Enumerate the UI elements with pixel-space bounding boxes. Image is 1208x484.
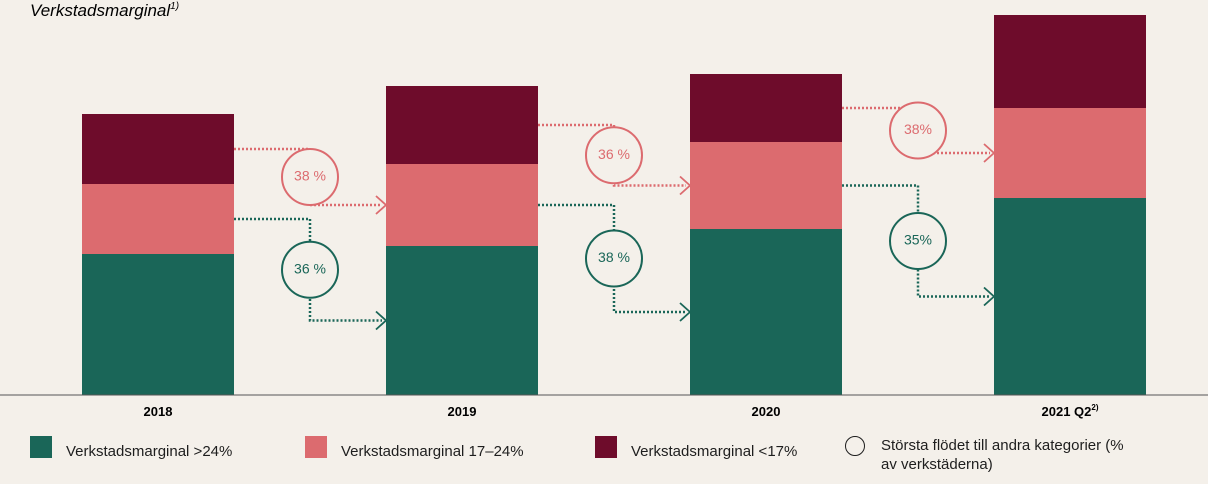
legend-label: Verkstadsmarginal >24% (66, 443, 233, 460)
bar-segment (690, 74, 842, 142)
legend-item: Verkstadsmarginal <17% (595, 436, 797, 461)
legend-label: Verkstadsmarginal <17% (631, 443, 798, 460)
bar-segment (82, 114, 234, 184)
flow-arrow (983, 286, 996, 307)
flow-circle (281, 148, 339, 206)
flow-circle (889, 101, 947, 160)
legend-item: Verkstadsmarginal 17–24% (305, 436, 524, 461)
flow-line (538, 123, 686, 187)
bar-segment (690, 142, 842, 229)
bar-segment (994, 15, 1146, 108)
x-tick-label: 2021 Q22) (1042, 403, 1099, 419)
x-tick-label: 2019 (448, 404, 477, 419)
flow-label: 36 % (294, 260, 326, 276)
category: 2020 (752, 404, 781, 419)
legend-label: Största flödet till andra kategorier (% … (881, 437, 1124, 473)
bar-segment (82, 184, 234, 254)
category-note: 2) (1091, 403, 1098, 412)
flow-line (842, 184, 990, 298)
bar-segment (994, 108, 1146, 198)
flow-arrow (983, 143, 996, 163)
bar-segment (690, 229, 842, 395)
flow-circle (585, 126, 643, 185)
flow-label: 38 % (598, 249, 630, 265)
flow-label: 38% (904, 121, 932, 137)
flow-label: 35% (904, 232, 932, 248)
legend-item: Största flödet till andra kategorier (% … (845, 436, 1195, 474)
flow-arrow (375, 310, 388, 331)
legend-circle (845, 436, 865, 456)
legend-swatch (30, 436, 52, 458)
chart: Verkstadsmarginal1) 2018 2019 2020 2021 Q22… (0, 1, 1208, 419)
bar-segment (386, 86, 538, 164)
legend-item: Verkstadsmarginal >24% (30, 436, 232, 461)
flow-label: 36 % (598, 146, 630, 162)
legend: Verkstadsmarginal >24% Verkstadsmarginal … (30, 436, 1208, 484)
flow-label: 38 % (294, 168, 326, 184)
flow-line (842, 106, 990, 155)
category: 2018 (144, 404, 173, 419)
flow-circle (889, 212, 947, 270)
x-tick-label: 2018 (144, 404, 173, 419)
legend-swatch (595, 436, 617, 458)
flow-circle (281, 240, 339, 299)
legend-label: Verkstadsmarginal 17–24% (341, 443, 524, 460)
title-note: 1) (170, 1, 179, 12)
bar-segment (386, 246, 538, 395)
bar-segment (386, 164, 538, 246)
flow-circle (585, 229, 643, 288)
bar-segment (82, 254, 234, 395)
title-text: Verkstadsmarginal (30, 1, 171, 20)
category: 2019 (448, 404, 477, 419)
flow-line (234, 217, 382, 322)
category: 2021 Q2 (1042, 404, 1092, 419)
x-tick-label: 2020 (752, 404, 781, 419)
chart-title: Verkstadsmarginal1) (30, 1, 179, 21)
legend-swatch (305, 436, 327, 458)
bar-segment (994, 198, 1146, 395)
flow-arrow (679, 175, 692, 196)
flow-arrow (375, 195, 388, 215)
flow-arrow (679, 302, 692, 322)
